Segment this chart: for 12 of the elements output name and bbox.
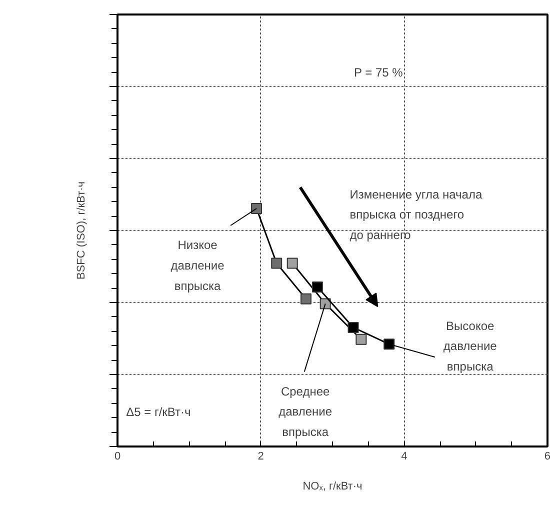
x-tick-label: 6	[544, 450, 550, 462]
annotation: Высокое давление впрыска	[443, 318, 498, 374]
text: P = 75 %	[354, 65, 404, 80]
annotation: Среднее давление впрыска	[278, 384, 332, 439]
y-axis-title: BSFC (ISO), г/кВт·ч	[76, 181, 88, 280]
annotation: Изменение угла начала впрыска от позднего до раннего	[350, 187, 482, 242]
annotation: Δ5 = г/кВт·ч	[126, 404, 191, 419]
x-tick-label: 0	[114, 450, 121, 462]
x-tick-label: 2	[258, 450, 264, 462]
x-axis-title: NOₓ, г/кВт·ч	[302, 480, 362, 492]
annotation: Низкое давление впрыска	[170, 238, 225, 293]
x-tick-label: 4	[401, 450, 408, 462]
